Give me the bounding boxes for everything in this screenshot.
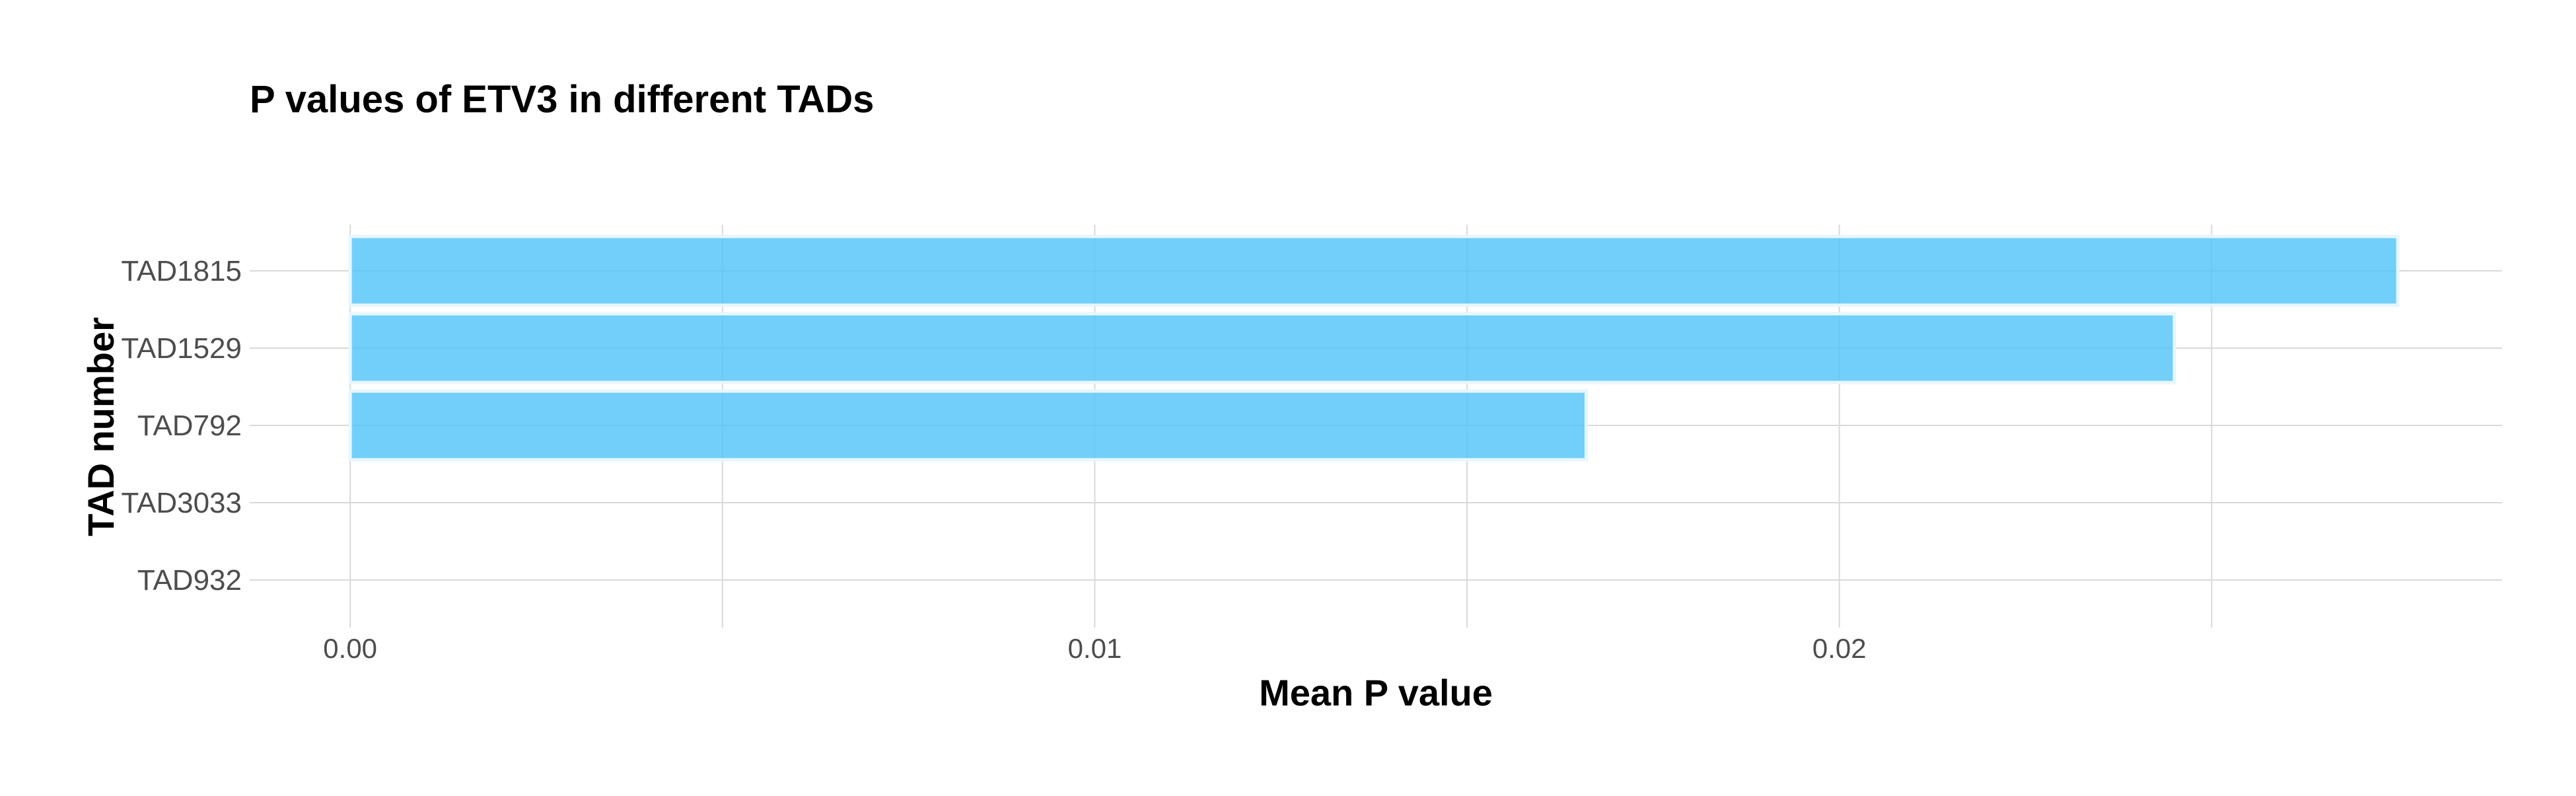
chart-title: P values of ETV3 in different TADs — [250, 78, 874, 121]
x-tick-label: 0.02 — [1812, 633, 1867, 664]
y-tick-label: TAD1815 — [121, 255, 242, 287]
y-tick-label: TAD932 — [137, 564, 242, 597]
bar-tad792 — [348, 389, 1588, 462]
x-tick-label: 0.01 — [1068, 633, 1122, 664]
bars — [348, 235, 2400, 462]
y-tick-label: TAD3033 — [121, 487, 242, 519]
x-axis-label: Mean P value — [1259, 672, 1493, 713]
y-axis-label: TAD number — [80, 317, 122, 536]
bar-tad1529 — [348, 312, 2176, 384]
x-tick-label: 0.00 — [323, 633, 377, 664]
bar-tad1815 — [348, 235, 2400, 307]
y-tick-labels: TAD1815 TAD1529 TAD792 TAD3033 TAD932 — [121, 255, 242, 597]
x-tick-labels: 0.00 0.01 0.02 — [323, 633, 1866, 664]
y-tick-label: TAD1529 — [121, 332, 242, 365]
y-tick-label: TAD792 — [137, 410, 242, 442]
